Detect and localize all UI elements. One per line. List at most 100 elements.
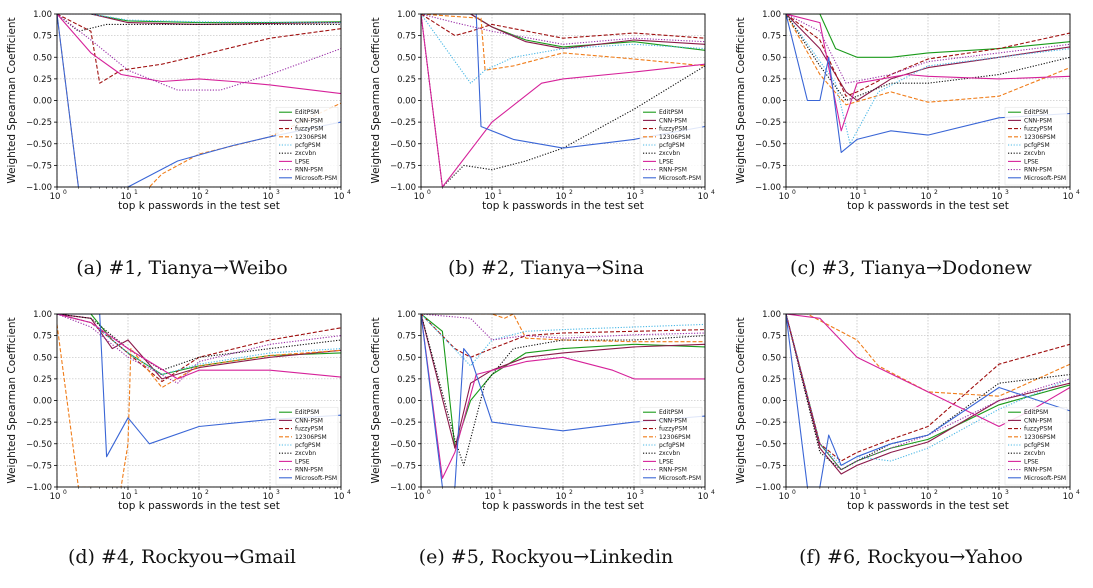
series-line-LPSE (786, 14, 1070, 132)
series-group (421, 14, 705, 187)
x-tick-exponent: 2 (205, 189, 209, 196)
y-tick-label: 0.00 (33, 97, 52, 107)
legend-label: zxcvbn (659, 450, 680, 457)
x-tick-label: 10 (192, 492, 203, 502)
y-axis-label: Weighted Spearman Coefficient (735, 17, 747, 183)
panel-d: 1.00 0.75 0.50 0.25 0.00 −0.25 −0.50 −0.75 −1.00… (0, 300, 364, 588)
y-tick-label: −1.00 (755, 483, 781, 493)
x-tick-exponent: 4 (1076, 489, 1080, 496)
y-tick-label: 0.25 (33, 375, 52, 385)
legend-label: LPSE (295, 158, 310, 165)
y-tick-label: 0.00 (33, 397, 52, 407)
x-tick-label: 10 (992, 492, 1003, 502)
chart-a: 1.00 0.75 0.50 0.25 0.00 −0.25 −0.50 −0.75 −1.00… (6, 10, 351, 212)
legend-label: RNN-PSM (659, 167, 687, 174)
legend-label: RNN-PSM (1024, 167, 1052, 174)
x-tick-label: 10 (556, 492, 567, 502)
legend-label: Microsoft-PSM (659, 475, 701, 482)
y-tick-label: −0.25 (26, 418, 52, 428)
legend-label: pcfgPSM (295, 442, 321, 449)
legend-label: 12306PSM (295, 434, 327, 441)
series-line-pcfgPSM (786, 14, 1070, 145)
y-tick-label: 0.00 (762, 397, 781, 407)
x-tick-exponent: 3 (276, 189, 280, 196)
series-line-RNN-PSM (57, 314, 341, 384)
legend-label: LPSE (1024, 458, 1039, 465)
legend-label: pcfgPSM (659, 442, 685, 449)
x-axis-label: top k passwords in the test set (847, 200, 1009, 212)
x-axis-label: top k passwords in the test set (118, 500, 280, 512)
y-axis-label: Weighted Spearman Coefficient (6, 317, 18, 483)
caption-b: (b) #2, Tianya→Sina (447, 257, 645, 279)
y-tick-label: 0.00 (762, 97, 781, 107)
y-tick-label: 1.00 (33, 10, 52, 20)
y-tick-label: −1.00 (26, 483, 52, 493)
series-line-Microsoft-PSM (786, 14, 1070, 153)
x-tick-exponent: 3 (276, 489, 280, 496)
series-line-zxcvbn (421, 314, 705, 466)
x-tick-label: 10 (121, 492, 132, 502)
series-line-CNN-PSM (421, 14, 705, 50)
legend-label: Microsoft-PSM (1024, 475, 1066, 482)
y-axis-label: Weighted Spearman Coefficient (6, 17, 18, 183)
y-tick-label: −0.25 (390, 418, 416, 428)
series-line-zxcvbn (57, 314, 341, 371)
y-tick-label: −0.50 (390, 140, 416, 150)
legend-label: EditPSM (295, 109, 319, 116)
caption-e: (e) #5, Rockyou→Linkedin (418, 546, 674, 568)
legend-label: RNN-PSM (1024, 467, 1052, 474)
legend-label: Microsoft-PSM (295, 475, 337, 482)
y-tick-label: −0.50 (390, 440, 416, 450)
y-tick-label: 1.00 (397, 310, 416, 320)
x-tick-label: 10 (627, 492, 638, 502)
x-tick-exponent: 0 (792, 189, 796, 196)
x-tick-label: 10 (414, 492, 425, 502)
series-group (57, 14, 341, 187)
x-tick-exponent: 2 (569, 489, 573, 496)
y-tick-label: 0.25 (397, 375, 416, 385)
legend-label: zxcvbn (1024, 150, 1045, 157)
legend-label: LPSE (659, 458, 674, 465)
series-line-12306PSM (786, 14, 1070, 106)
x-tick-label: 10 (334, 192, 345, 202)
series-line-pcfgPSM (421, 14, 705, 84)
legend-label: fuzzyPSM (659, 426, 687, 433)
legend-label: 12306PSM (659, 134, 691, 141)
series-line-Microsoft-PSM (786, 314, 1070, 487)
figure: 1.00 0.75 0.50 0.25 0.00 −0.25 −0.50 −0.75 −1.00… (6, 10, 1080, 568)
x-tick-label: 10 (485, 192, 496, 202)
series-line-12306PSM (786, 314, 1070, 397)
y-tick-label: −0.25 (26, 118, 52, 128)
series-group (421, 314, 705, 487)
legend-label: CNN-PSM (1024, 417, 1052, 424)
series-line-CNN-PSM (57, 14, 341, 25)
series-group (57, 314, 341, 487)
x-tick-exponent: 4 (711, 489, 715, 496)
y-tick-label: −0.50 (26, 440, 52, 450)
series-line-fuzzyPSM (786, 314, 1070, 462)
x-tick-label: 10 (921, 492, 932, 502)
legend-label: EditPSM (1024, 409, 1048, 416)
x-tick-label: 10 (1063, 492, 1074, 502)
chart-e: 1.00 0.75 0.50 0.25 0.00 −0.25 −0.50 −0.75 −1.00… (370, 310, 715, 512)
series-line-Microsoft-PSM (421, 14, 705, 149)
legend-label: pcfgPSM (659, 142, 685, 149)
y-tick-label: −0.75 (26, 161, 52, 171)
series-line-fuzzyPSM (57, 14, 341, 84)
y-tick-label: −1.00 (390, 183, 416, 193)
series-line-EditPSM (421, 314, 705, 449)
y-tick-label: 0.50 (33, 353, 52, 363)
y-axis-label: Weighted Spearman Coefficient (370, 317, 382, 483)
legend-label: LPSE (295, 458, 310, 465)
series-line-Microsoft-PSM (421, 314, 705, 487)
series-line-pcfgPSM (421, 314, 705, 367)
y-tick-label: −0.25 (755, 118, 781, 128)
x-tick-exponent: 3 (640, 189, 644, 196)
y-tick-label: −0.50 (755, 140, 781, 150)
y-tick-label: −1.00 (390, 483, 416, 493)
series-line-fuzzyPSM (786, 14, 1070, 97)
